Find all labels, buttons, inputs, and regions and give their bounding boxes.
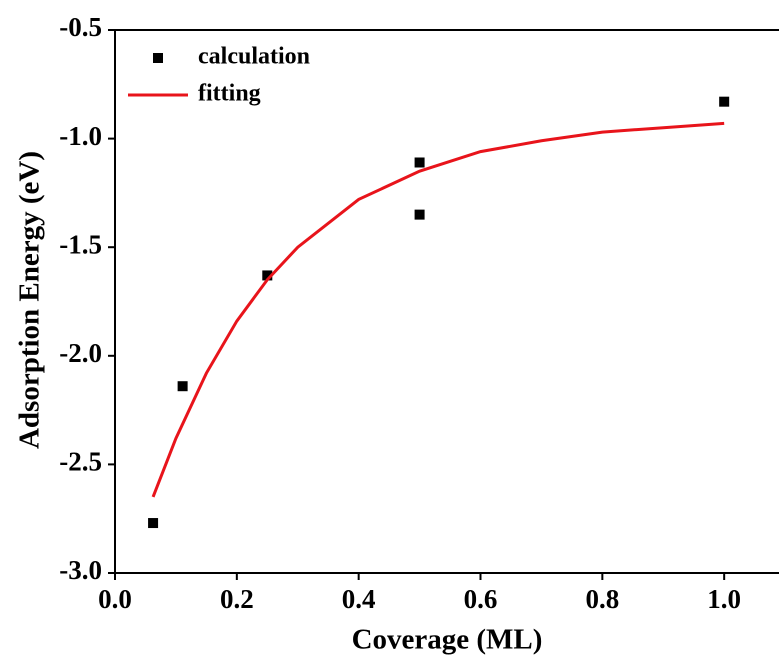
x-tick-label: 0.2 [220, 584, 254, 614]
y-tick-label: -0.5 [59, 12, 102, 42]
y-tick-label: -2.0 [59, 338, 102, 368]
data-point [177, 381, 188, 392]
y-tick-label: -1.5 [59, 229, 102, 259]
x-tick-label: 0.4 [342, 584, 376, 614]
y-axis-label: Adsorption Energy (eV) [14, 151, 46, 449]
x-axis-label: Coverage (ML) [352, 624, 543, 656]
data-point [414, 157, 425, 168]
legend-label: fitting [198, 81, 261, 107]
data-point [719, 96, 730, 107]
y-tick-label: -2.5 [59, 447, 102, 477]
y-tick-label: -3.0 [59, 555, 102, 585]
x-tick-label: 0.8 [585, 584, 619, 614]
legend-label: calculation [198, 44, 310, 70]
data-point [414, 209, 425, 220]
x-tick-label: 0.6 [464, 584, 498, 614]
fit-line [151, 121, 725, 498]
data-point [262, 270, 273, 281]
legend-marker [153, 53, 163, 63]
x-tick-label: 0.0 [98, 584, 132, 614]
y-tick-label: -1.0 [59, 121, 102, 151]
x-tick-label: 1.0 [707, 584, 741, 614]
data-point [148, 518, 159, 529]
